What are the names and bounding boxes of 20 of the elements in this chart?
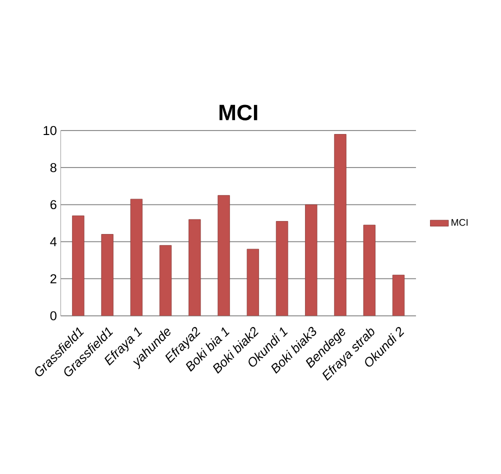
bar: [276, 221, 288, 316]
bar: [218, 195, 230, 316]
bar: [392, 274, 405, 316]
y-tick-label: 8: [50, 163, 56, 172]
bar: [188, 219, 201, 316]
chart-title: MCI: [220, 104, 258, 121]
bar: [334, 134, 346, 316]
y-tick-label: 10: [44, 126, 56, 136]
y-tick-label: 2: [50, 274, 56, 284]
y-tick-label: 0: [50, 311, 56, 320]
bar: [246, 249, 259, 316]
bar: [305, 204, 318, 316]
bar: [159, 245, 172, 316]
bar: [101, 234, 114, 316]
y-tick-label: 6: [50, 200, 56, 210]
bar: [363, 224, 376, 316]
bar: [72, 216, 84, 316]
legend-label: MCI: [452, 219, 468, 226]
bar: [130, 199, 143, 316]
y-tick-label: 4: [50, 237, 57, 246]
